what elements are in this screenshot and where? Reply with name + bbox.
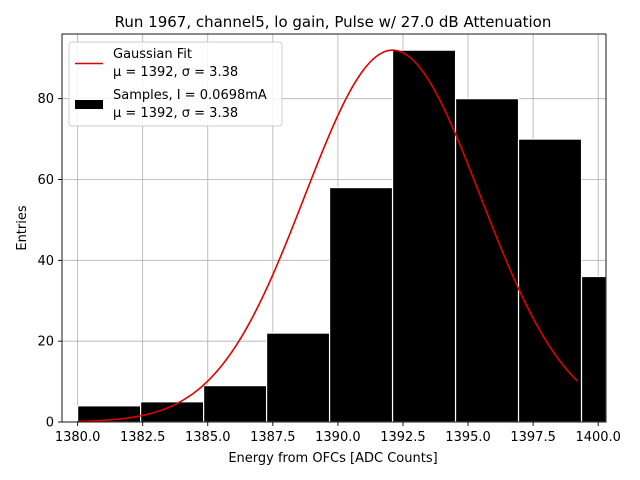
x-axis-ticks: 1380.0 1382.5 1385.0 1387.5 1390.0 1392.5 1395… <box>55 422 621 445</box>
x-axis-label: Energy from OFCs [ADC Counts] <box>228 451 437 466</box>
legend-fit-stats: μ = 1392, σ = 3.38 <box>113 65 238 80</box>
x-tick-label-5: 1392.5 <box>380 430 426 445</box>
x-tick-label-7: 1397.5 <box>510 430 556 445</box>
x-tick-label-0: 1380.0 <box>55 430 101 445</box>
plot-frame <box>61 33 607 423</box>
y-tick-label-0: 0 <box>46 416 54 431</box>
histogram-bar-5 <box>391 49 457 423</box>
x-tick-label-2: 1385.0 <box>185 430 231 445</box>
x-tick-label-8: 1400.0 <box>575 430 621 445</box>
x-tick-label-6: 1395.0 <box>445 430 491 445</box>
y-tick-label-4: 80 <box>37 92 54 107</box>
histogram-bar-4 <box>328 186 394 423</box>
chart-title: Run 1967, channel5, lo gain, Pulse w/ 27… <box>115 13 552 31</box>
gaussian-fit-curve <box>77 49 578 423</box>
legend-fit-name: Gaussian Fit <box>113 47 192 62</box>
histogram-bar-1 <box>140 401 205 423</box>
y-axis-label: Entries <box>15 205 30 251</box>
y-tick-label-2: 40 <box>37 254 54 269</box>
legend-histogram-name: Samples, I = 0.0698mA <box>113 88 267 103</box>
x-tick-label-1: 1382.5 <box>120 430 166 445</box>
y-axis-ticks: 0 20 40 60 80 <box>37 92 62 431</box>
legend-box <box>68 41 283 127</box>
legend: Gaussian Fit μ = 1392, σ = 3.38 Samples,… <box>68 41 283 127</box>
histogram-bar-6 <box>454 98 520 423</box>
histogram-bar-3 <box>265 332 331 423</box>
histogram-bar-8 <box>580 275 607 423</box>
x-tick-label-3: 1387.5 <box>250 430 296 445</box>
y-tick-label-1: 20 <box>37 335 54 350</box>
legend-histogram-stats: μ = 1392, σ = 3.38 <box>113 106 238 121</box>
histogram-bar-7 <box>517 138 583 423</box>
histogram-bar-2 <box>202 385 268 423</box>
legend-histogram-swatch <box>75 100 103 109</box>
y-tick-label-3: 60 <box>37 173 54 188</box>
x-tick-label-4: 1390.0 <box>315 430 361 445</box>
